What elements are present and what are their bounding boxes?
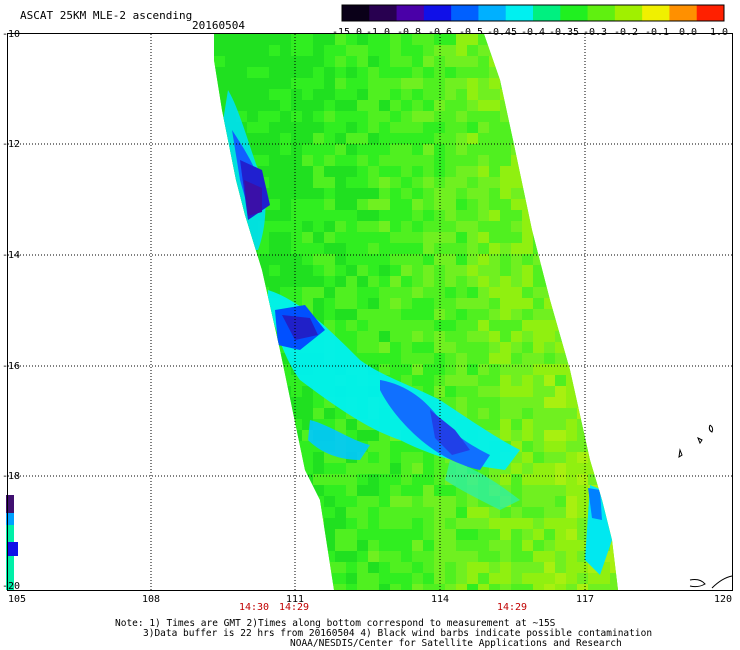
island-outlines (678, 424, 733, 589)
colorbar-swatch (505, 5, 534, 21)
lat-tick-label: -20 (2, 581, 20, 592)
colorbar-label: -1.0 (366, 27, 390, 38)
left-edge-data (6, 495, 18, 590)
map-frame (7, 33, 733, 591)
colorbar-swatch (533, 5, 561, 21)
colorbar-swatch (614, 5, 643, 21)
time-labels: 14:30 14:29 14:29 (239, 602, 527, 613)
lon-tick-label: 111 (286, 594, 304, 605)
lon-tick-label: 105 (8, 594, 26, 605)
time-label: 14:29 (497, 602, 527, 613)
colorbar-swatch (587, 5, 616, 21)
colorbar-label: -0.6 (428, 27, 452, 38)
time-label: 14:29 (279, 602, 309, 613)
lat-tick-label: -10 (2, 29, 20, 40)
lat-tick-label: -14 (2, 250, 20, 261)
colorbar-label: -0.35 (549, 27, 579, 38)
colorbar-label: 1.0 (710, 27, 728, 38)
colorbar-swatch (396, 5, 425, 21)
colorbar-swatch (478, 5, 507, 21)
colorbar-swatch (369, 5, 398, 21)
colorbar-swatch (669, 5, 698, 21)
colorbar-label: -0.4 (521, 27, 545, 38)
colorbar-label: -0.45 (487, 27, 517, 38)
colorbar-label: -0.3 (583, 27, 607, 38)
colorbar-label: -0.5 (459, 27, 483, 38)
lon-tick-label: 108 (142, 594, 160, 605)
lon-tick-label: 120 (714, 594, 732, 605)
product-title: ASCAT 25KM MLE-2 ascending (20, 9, 193, 22)
colorbar-swatch (342, 5, 370, 21)
lon-tick-label: 114 (431, 594, 449, 605)
wind-swath (214, 34, 618, 590)
note-line-3: NOAA/NESDIS/Center for Satellite Applica… (290, 638, 622, 649)
colorbar-swatch (451, 5, 479, 21)
colorbar-label: -0.8 (397, 27, 421, 38)
note-line-2: 3)Data buffer is 22 hrs from 20160504 4)… (143, 628, 653, 639)
date-label: 20160504 (192, 19, 245, 32)
colorbar-label: -0.2 (614, 27, 638, 38)
longitude-labels: 105 108 111 114 117 120 (8, 594, 732, 605)
latitude-labels: -10 -12 -14 -16 -18 -20 (2, 29, 20, 592)
colorbar-label: -0.1 (645, 27, 669, 38)
colorbar-swatch (423, 5, 452, 21)
colorbar-swatch (696, 5, 725, 21)
lon-tick-label: 117 (576, 594, 594, 605)
note-line-1: Note: 1) Times are GMT 2)Times along bot… (115, 618, 556, 629)
lat-lon-grid (8, 34, 732, 590)
time-label: 14:30 (239, 602, 269, 613)
lat-tick-label: -18 (2, 471, 20, 482)
colorbar (341, 4, 725, 22)
lat-tick-label: -16 (2, 361, 20, 372)
lat-tick-label: -12 (2, 139, 20, 150)
colorbar-swatch (560, 5, 589, 21)
colorbar-labels: -15.0 -1.0 -0.8 -0.6 -0.5 -0.45 -0.4 -0.35 -0.3-… (332, 27, 728, 38)
colorbar-label: -15.0 (332, 27, 362, 38)
colorbar-label: 0.0 (679, 27, 697, 38)
colorbar-swatch (642, 5, 670, 21)
